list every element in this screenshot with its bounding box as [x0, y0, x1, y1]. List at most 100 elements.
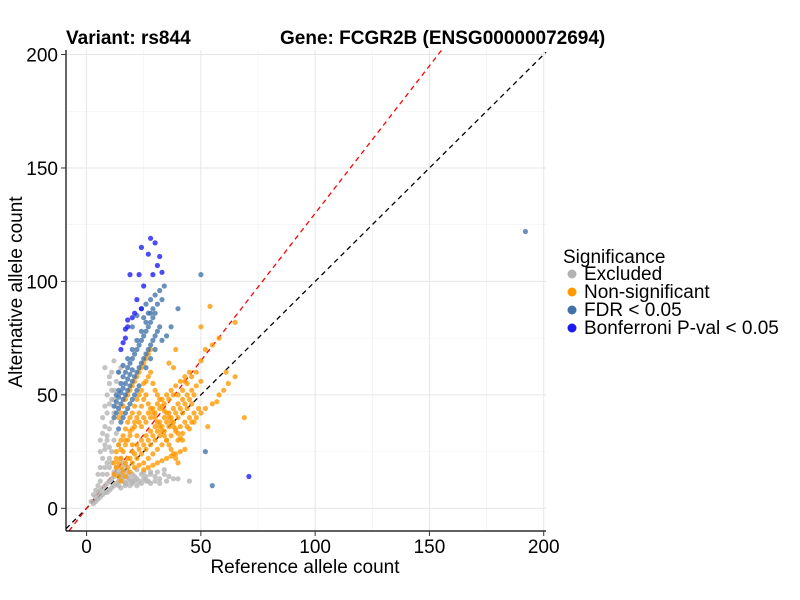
data-point — [191, 419, 197, 425]
data-point — [138, 337, 144, 343]
data-point — [127, 401, 133, 407]
data-point — [100, 485, 106, 491]
data-point — [202, 449, 208, 455]
data-point — [143, 351, 149, 357]
data-point — [109, 369, 115, 375]
legend-label: Excluded — [584, 264, 662, 285]
data-point — [129, 410, 135, 416]
data-point — [164, 333, 170, 339]
data-point — [122, 460, 128, 466]
data-point — [129, 356, 135, 362]
data-point — [134, 442, 140, 448]
data-point — [136, 446, 142, 452]
data-point — [118, 437, 124, 443]
x-axis-title: Reference allele count — [210, 557, 400, 578]
data-point — [154, 428, 160, 434]
data-point — [150, 451, 156, 457]
data-point — [104, 480, 110, 486]
data-point — [100, 430, 106, 436]
data-point — [143, 446, 149, 452]
y-tick-label: 150 — [26, 159, 58, 180]
data-point — [157, 480, 163, 486]
data-point — [118, 346, 124, 353]
data-point — [113, 410, 119, 416]
data-point — [109, 419, 115, 425]
data-point — [154, 469, 160, 475]
data-point — [129, 442, 135, 448]
legend-item: Bonferroni P-val < 0.05 — [567, 318, 779, 339]
data-point — [182, 419, 188, 425]
data-point — [177, 424, 183, 430]
axes: 0 50 100 150 200 0 50 100 150 200 — [26, 46, 559, 558]
data-point — [138, 424, 144, 430]
data-point — [132, 351, 138, 357]
data-point — [145, 437, 151, 443]
x-tick-label: 50 — [190, 537, 211, 558]
data-point — [143, 473, 149, 480]
y-tick-label: 50 — [37, 386, 58, 407]
data-point — [150, 306, 156, 312]
data-point — [102, 442, 108, 448]
data-point — [102, 489, 108, 495]
data-point — [113, 455, 119, 461]
data-point — [116, 369, 122, 375]
data-point — [198, 410, 204, 416]
data-point — [161, 283, 167, 289]
data-point — [113, 449, 119, 455]
data-point — [116, 426, 122, 432]
data-point — [138, 451, 144, 457]
data-point — [136, 342, 142, 348]
data-point — [175, 437, 181, 443]
data-point — [127, 272, 133, 278]
data-point — [186, 396, 192, 402]
data-point — [102, 424, 108, 430]
data-point — [166, 424, 172, 430]
data-point — [111, 460, 117, 466]
data-point — [102, 403, 108, 409]
data-point — [132, 392, 138, 398]
data-point — [166, 396, 172, 402]
data-point — [216, 392, 222, 398]
data-point — [97, 478, 103, 484]
legend-item: Excluded — [567, 264, 662, 285]
data-point — [175, 306, 181, 312]
data-point — [122, 410, 128, 416]
data-point — [198, 378, 204, 384]
data-point — [116, 473, 122, 480]
data-point — [198, 272, 204, 278]
legend-marker — [567, 323, 577, 333]
data-point — [129, 324, 135, 330]
data-point — [145, 324, 151, 330]
data-point — [141, 396, 147, 402]
data-point — [159, 396, 165, 402]
data-point — [143, 365, 149, 371]
data-point — [152, 387, 158, 393]
data-point — [129, 367, 135, 373]
data-point — [170, 476, 176, 482]
data-point — [182, 378, 188, 384]
data-point — [161, 467, 167, 473]
data-point — [127, 428, 133, 434]
y-axis-title: Alternative allele count — [6, 196, 27, 388]
data-point — [111, 403, 117, 409]
data-point — [157, 405, 163, 412]
data-point — [216, 335, 222, 341]
data-point — [209, 401, 215, 407]
data-point — [125, 478, 131, 484]
data-point — [118, 446, 124, 452]
data-point — [166, 473, 172, 480]
data-point — [154, 460, 160, 466]
data-point — [120, 385, 126, 391]
data-point — [122, 437, 128, 443]
data-point — [132, 424, 138, 430]
data-point — [111, 358, 117, 364]
data-point — [102, 446, 108, 452]
data-point — [97, 449, 103, 455]
data-point — [152, 415, 158, 421]
data-point — [106, 444, 112, 450]
data-point — [111, 437, 117, 443]
data-point — [129, 396, 135, 402]
data-point — [97, 437, 103, 443]
data-point — [173, 383, 179, 389]
data-point — [118, 419, 124, 425]
